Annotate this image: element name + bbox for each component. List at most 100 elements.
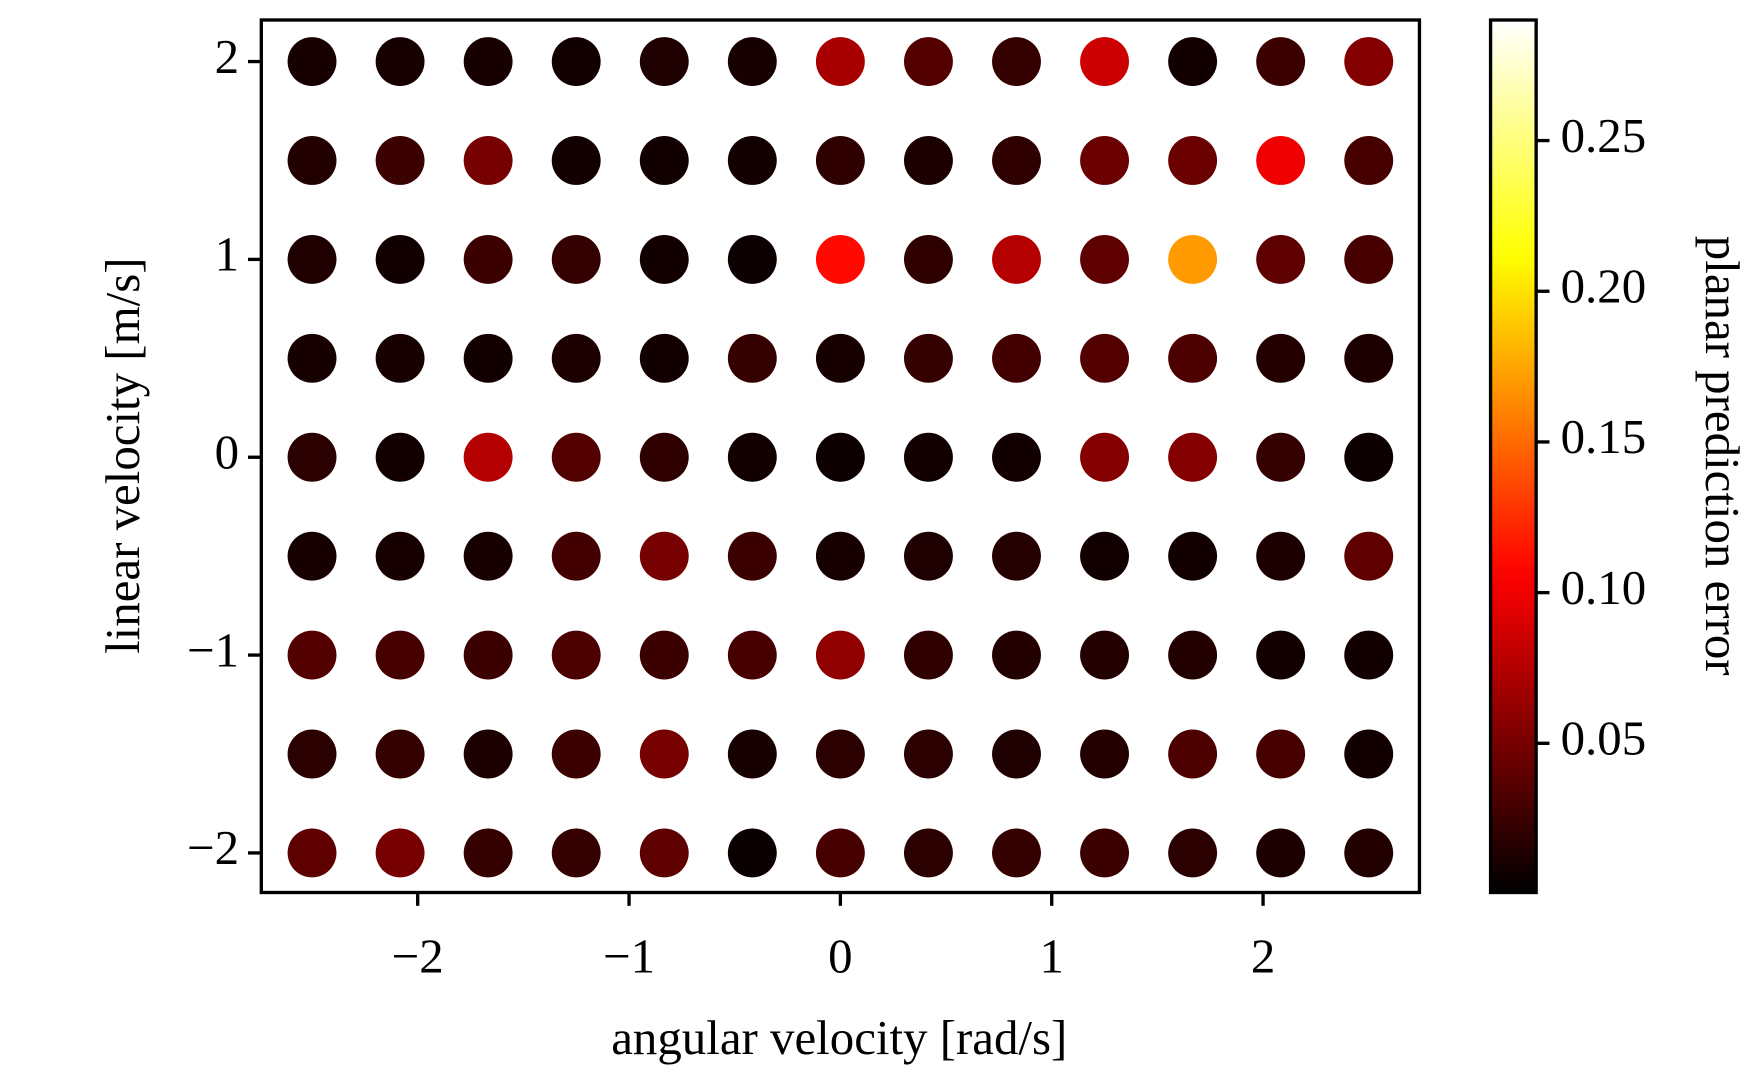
scatter-point bbox=[815, 136, 865, 185]
y-tick-label: −2 bbox=[187, 820, 239, 875]
scatter-point bbox=[815, 432, 865, 482]
scatter-point bbox=[1168, 234, 1218, 284]
colorbar bbox=[1488, 18, 1538, 895]
scatter-point bbox=[815, 630, 865, 680]
x-tick-label: 0 bbox=[828, 929, 852, 984]
scatter-point bbox=[639, 37, 689, 87]
scatter-point bbox=[1168, 136, 1218, 185]
scatter-point bbox=[551, 531, 601, 581]
scatter-point bbox=[1256, 37, 1306, 87]
scatter-point bbox=[639, 828, 689, 878]
scatter-point bbox=[463, 432, 513, 482]
scatter-point bbox=[815, 37, 865, 87]
scatter-point bbox=[551, 136, 601, 185]
y-tick-label: 0 bbox=[215, 424, 239, 479]
colorbar-tick-label: 0.05 bbox=[1561, 711, 1647, 766]
scatter-point bbox=[727, 234, 777, 284]
scatter-point bbox=[815, 234, 865, 284]
scatter-point bbox=[1344, 828, 1394, 878]
scatter-point bbox=[1256, 630, 1306, 680]
scatter-point bbox=[1080, 37, 1130, 87]
scatter-point bbox=[551, 37, 601, 87]
scatter-point bbox=[903, 729, 953, 779]
colorbar-tick-label: 0.20 bbox=[1561, 258, 1647, 313]
scatter-point bbox=[903, 432, 953, 482]
scatter-point bbox=[463, 136, 513, 185]
scatter-point bbox=[1080, 828, 1130, 878]
scatter-point bbox=[1256, 531, 1306, 581]
scatter-point bbox=[375, 234, 425, 284]
scatter-point bbox=[1168, 630, 1218, 680]
y-tick-label: 1 bbox=[215, 227, 239, 282]
scatter-point bbox=[639, 531, 689, 581]
scatter-point bbox=[992, 333, 1041, 383]
scatter-point bbox=[551, 630, 601, 680]
scatter-point bbox=[375, 333, 425, 383]
scatter-point bbox=[287, 234, 337, 284]
scatter-point bbox=[992, 630, 1041, 680]
scatter-point bbox=[1256, 729, 1306, 779]
scatter-point bbox=[1168, 333, 1218, 383]
scatter-point bbox=[815, 333, 865, 383]
scatter-point bbox=[287, 729, 337, 779]
scatter-point bbox=[1168, 828, 1218, 878]
scatter-point bbox=[727, 432, 777, 482]
x-tick-label: 1 bbox=[1039, 929, 1063, 984]
scatter-point bbox=[1344, 432, 1394, 482]
scatter-point bbox=[727, 531, 777, 581]
y-axis-label: linear velocity [m/s] bbox=[95, 257, 150, 653]
scatter-point bbox=[992, 432, 1041, 482]
scatter-point bbox=[903, 37, 953, 87]
scatter-point bbox=[1080, 136, 1130, 185]
scatter-point bbox=[903, 333, 953, 383]
scatter-point bbox=[903, 234, 953, 284]
scatter-point bbox=[1256, 333, 1306, 383]
scatter-point bbox=[639, 234, 689, 284]
scatter-point bbox=[992, 234, 1041, 284]
y-tick-label: 2 bbox=[215, 29, 239, 84]
x-tick-label: 2 bbox=[1251, 929, 1275, 984]
scatter-point bbox=[639, 729, 689, 779]
scatter-point bbox=[992, 37, 1041, 87]
scatter-point bbox=[551, 432, 601, 482]
scatter-point bbox=[903, 136, 953, 185]
colorbar-tick-label: 0.10 bbox=[1561, 560, 1647, 615]
scatter-point bbox=[1344, 37, 1394, 87]
scatter-point bbox=[1080, 432, 1130, 482]
scatter-point bbox=[375, 136, 425, 185]
scatter-point bbox=[463, 234, 513, 284]
y-tick-label: −1 bbox=[187, 622, 239, 677]
scatter-point bbox=[1344, 729, 1394, 779]
scatter-point bbox=[375, 37, 425, 87]
scatter-point bbox=[992, 136, 1041, 185]
x-axis-label: angular velocity [rad/s] bbox=[611, 1010, 1067, 1065]
scatter-point bbox=[1344, 531, 1394, 581]
scatter-point bbox=[639, 432, 689, 482]
scatter-point bbox=[727, 630, 777, 680]
scatter-point bbox=[463, 531, 513, 581]
scatter-point bbox=[551, 234, 601, 284]
colorbar-tick-label: 0.25 bbox=[1561, 108, 1647, 163]
scatter-point bbox=[903, 531, 953, 581]
scatter-point bbox=[903, 828, 953, 878]
scatter-point bbox=[287, 37, 337, 87]
scatter-point bbox=[287, 630, 337, 680]
scatter-point bbox=[287, 333, 337, 383]
scatter-point bbox=[639, 630, 689, 680]
scatter-point bbox=[287, 828, 337, 878]
scatter-point bbox=[1080, 234, 1130, 284]
scatter-point bbox=[463, 729, 513, 779]
colorbar-label: planar prediction error bbox=[1695, 236, 1743, 676]
x-tick-label: −1 bbox=[603, 929, 655, 984]
scatter-point bbox=[727, 729, 777, 779]
scatter-point bbox=[1256, 234, 1306, 284]
scatter-point bbox=[1344, 234, 1394, 284]
scatter-point bbox=[815, 531, 865, 581]
scatter-point bbox=[1256, 828, 1306, 878]
scatter-point bbox=[463, 37, 513, 87]
scatter-point bbox=[551, 729, 601, 779]
scatter-point bbox=[287, 432, 337, 482]
scatter-point bbox=[727, 136, 777, 185]
